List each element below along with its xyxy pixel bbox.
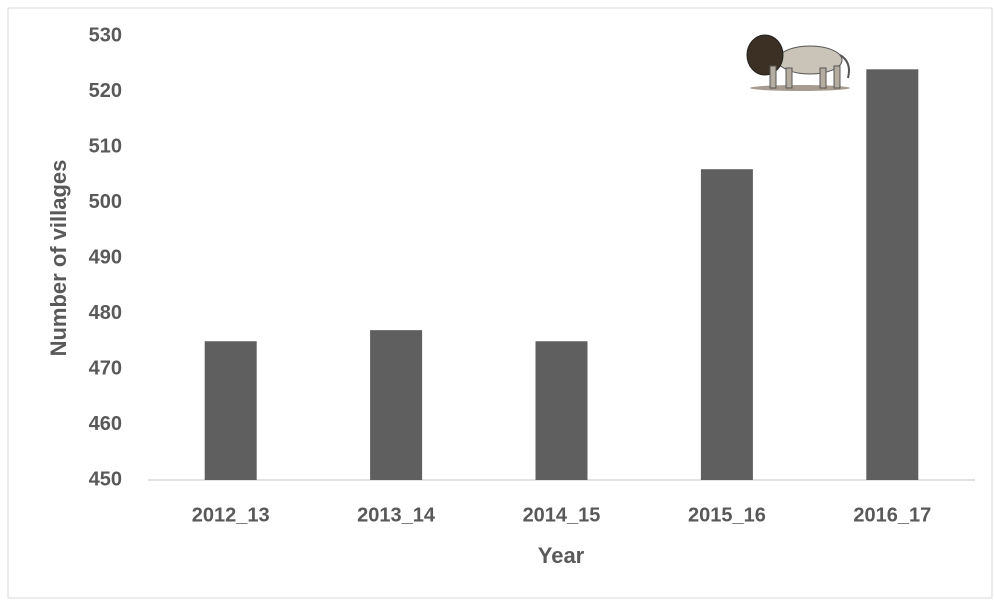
y-tick-label: 530 xyxy=(89,24,122,46)
bar xyxy=(700,169,753,480)
y-axis-title: Number of villages xyxy=(46,160,71,357)
x-tick-label: 2012_13 xyxy=(192,504,270,526)
x-axis-title: Year xyxy=(538,543,585,568)
x-tick-label: 2014_15 xyxy=(523,504,601,526)
x-tick-label: 2015_16 xyxy=(688,504,766,526)
x-tick-label: 2013_14 xyxy=(357,504,436,526)
x-tick-label: 2016_17 xyxy=(853,504,931,526)
chart-frame xyxy=(7,7,993,599)
y-tick-label: 470 xyxy=(89,357,122,379)
y-tick-label: 510 xyxy=(89,135,122,157)
lion-icon xyxy=(746,34,850,91)
y-tick-label: 480 xyxy=(89,302,122,324)
bar xyxy=(866,69,919,481)
y-tick-label: 450 xyxy=(89,468,122,490)
y-tick-label: 500 xyxy=(89,191,122,213)
bar xyxy=(535,341,588,480)
y-tick-label: 520 xyxy=(89,80,122,102)
bar xyxy=(370,330,423,480)
y-tick-label: 460 xyxy=(89,413,122,435)
bar xyxy=(204,341,257,480)
y-tick-label: 490 xyxy=(89,246,122,268)
